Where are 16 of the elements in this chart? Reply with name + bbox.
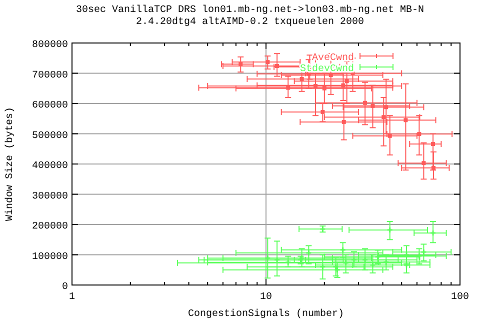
y-tick-label: 400000 xyxy=(32,161,68,172)
x-tick-label: 1 xyxy=(68,292,76,303)
y-tick-label: 200000 xyxy=(32,222,68,232)
y-tick-label: 500000 xyxy=(32,130,68,142)
y-tick-label: 700000 xyxy=(32,70,68,82)
y-tick-label: 300000 xyxy=(32,191,68,202)
chart-subtitle: 2.4.20dtg4 altAIMD-0.2 txqueuelen 2000 xyxy=(136,16,364,28)
y-tick-label: 800000 xyxy=(32,40,68,51)
y-tick-label: 0 xyxy=(62,282,68,293)
x-axis-title: CongestionSignals (number) xyxy=(188,308,344,320)
y-axis-title: Window Size (bytes) xyxy=(4,106,16,222)
chart-title: 30sec VanillaTCP DRS lon01.mb-ng.net->lon03.mb-ng.net MB-N xyxy=(76,4,424,16)
y-tick-label: 100000 xyxy=(32,252,68,263)
x-tick-label: 100 xyxy=(450,292,470,303)
x-tick-label: 10 xyxy=(260,292,272,303)
y-tick-label: 600000 xyxy=(32,100,68,112)
